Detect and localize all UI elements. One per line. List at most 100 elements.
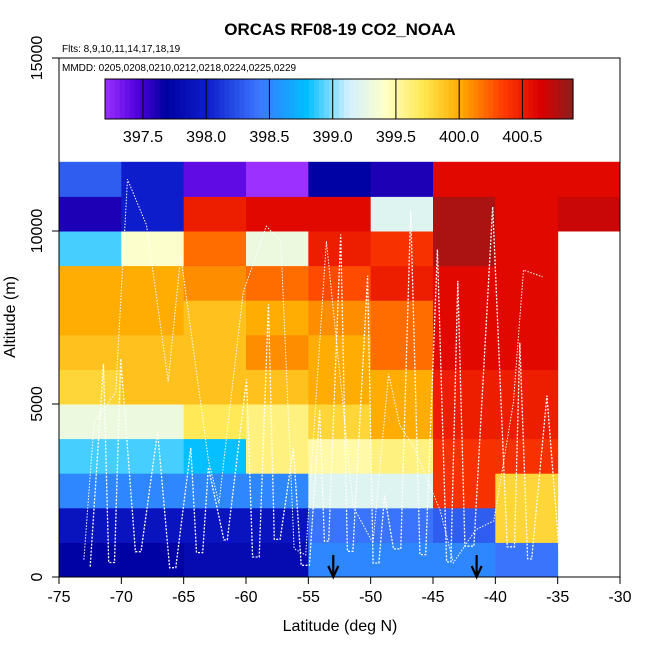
plot-frame (58, 57, 621, 578)
heatmap-cell (121, 507, 185, 543)
heatmap-cell (121, 300, 185, 336)
colorbar-segment (234, 79, 241, 119)
colorbar-segment (548, 79, 554, 119)
colorbar-segment (129, 79, 136, 119)
colorbar-segment (319, 79, 325, 119)
heatmap-cell (370, 369, 434, 405)
x-tick-label: -55 (297, 589, 320, 606)
heatmap-cell (370, 334, 434, 370)
x-tick-label: -65 (172, 589, 195, 606)
heatmap-cell (433, 334, 496, 370)
heatmap-cell (433, 196, 496, 232)
flight-tracks (83, 179, 561, 569)
colorbar-segment (299, 79, 305, 119)
colorbar-segment (229, 79, 236, 119)
heatmap-cell (370, 300, 434, 336)
heatmap-cell (246, 473, 309, 509)
colorbar-segment (314, 79, 320, 119)
colorbar-segment (503, 79, 509, 119)
colorbar-segment (159, 79, 166, 119)
x-tick-label: -50 (359, 589, 382, 606)
colorbar-tick-label: 397.5 (123, 129, 163, 146)
heatmap-cell (183, 161, 247, 197)
heatmap-cell (246, 507, 309, 543)
y-tick-label: 0 (29, 572, 46, 581)
heatmap-cell (183, 438, 247, 474)
colorbar-segment (363, 79, 370, 119)
colorbar-segment (568, 79, 574, 119)
heatmap-cell (433, 231, 496, 267)
colorbar-segment (448, 79, 455, 119)
heatmap-cell (246, 369, 309, 405)
colorbar-segment (428, 79, 435, 119)
colorbar-tick-label: 399.5 (376, 129, 416, 146)
heatmap-cell (59, 265, 122, 301)
y-axis-label: Altitude (m) (2, 276, 19, 358)
heatmap-cell (121, 231, 185, 267)
chart-title: ORCAS RF08-19 CO2_NOAA (224, 20, 455, 39)
colorbar-segment (184, 79, 191, 119)
colorbar-segment (114, 79, 121, 119)
y-axis: 0 5000 10000 15000 (29, 36, 59, 581)
heatmap-cell (246, 438, 309, 474)
colorbar-segment (284, 79, 290, 119)
colorbar-segment (403, 79, 410, 119)
heatmap-cell (308, 161, 372, 197)
colorbar-segment (388, 79, 395, 119)
colorbar-segment (214, 79, 221, 119)
heatmap-cell (59, 161, 122, 197)
colorbar-segment (324, 79, 330, 119)
colorbar-segment (423, 79, 430, 119)
x-axis: -75 -70 -65 -60 -55 -50 -45 -40 -35 -30 (47, 577, 632, 606)
colorbar-segment (498, 79, 504, 119)
heatmap-cell (59, 231, 122, 267)
colorbar-segment (398, 79, 405, 119)
colorbar-segment (164, 79, 171, 119)
colorbar-segment (513, 79, 519, 119)
heatmap-cell (495, 369, 559, 405)
heatmap-cell (433, 542, 496, 578)
heatmap-cell (308, 542, 372, 578)
heatmap-cell (121, 404, 185, 440)
heatmap-cell (433, 265, 496, 301)
heatmap-cell (246, 231, 309, 267)
colorbar-segment (563, 79, 569, 119)
heatmap-cell (59, 334, 122, 370)
flight-track (83, 179, 543, 565)
x-tick-label: -45 (421, 589, 444, 606)
colorbar-segment (144, 79, 151, 119)
heatmap-cell (308, 196, 372, 232)
heatmap-cell (59, 542, 122, 578)
heatmap-cell (183, 265, 247, 301)
heatmap-cell (246, 196, 309, 232)
colorbar-segment (264, 79, 270, 119)
colorbar-segment (279, 79, 285, 119)
heatmap-cell (59, 507, 122, 543)
colorbar-segment (274, 79, 280, 119)
colorbar-segment (393, 79, 400, 119)
colorbar-segment (543, 79, 549, 119)
heatmap-cell (246, 265, 309, 301)
heatmap-cell (495, 438, 559, 474)
heatmap-cell (370, 196, 434, 232)
colorbar-segment (179, 79, 186, 119)
colorbar-segment (348, 79, 355, 119)
heatmap-cell (495, 404, 559, 440)
x-tick-label: -30 (608, 589, 631, 606)
heatmap-cell (121, 161, 185, 197)
heatmap-cell (183, 507, 247, 543)
heatmap-cell (308, 404, 372, 440)
colorbar-segment (553, 79, 559, 119)
x-tick-label: -60 (234, 589, 257, 606)
heatmap-cell (495, 231, 559, 267)
colorbar-segment (483, 79, 489, 119)
heatmap-cell (246, 161, 309, 197)
heatmap-cell (370, 161, 434, 197)
heatmap-cell (370, 231, 434, 267)
heatmap-cell (183, 369, 247, 405)
colorbar-segment (199, 79, 206, 119)
colorbar-segment (538, 79, 544, 119)
colorbar-tick-label: 400.5 (502, 129, 542, 146)
colorbar-segment (523, 79, 529, 119)
